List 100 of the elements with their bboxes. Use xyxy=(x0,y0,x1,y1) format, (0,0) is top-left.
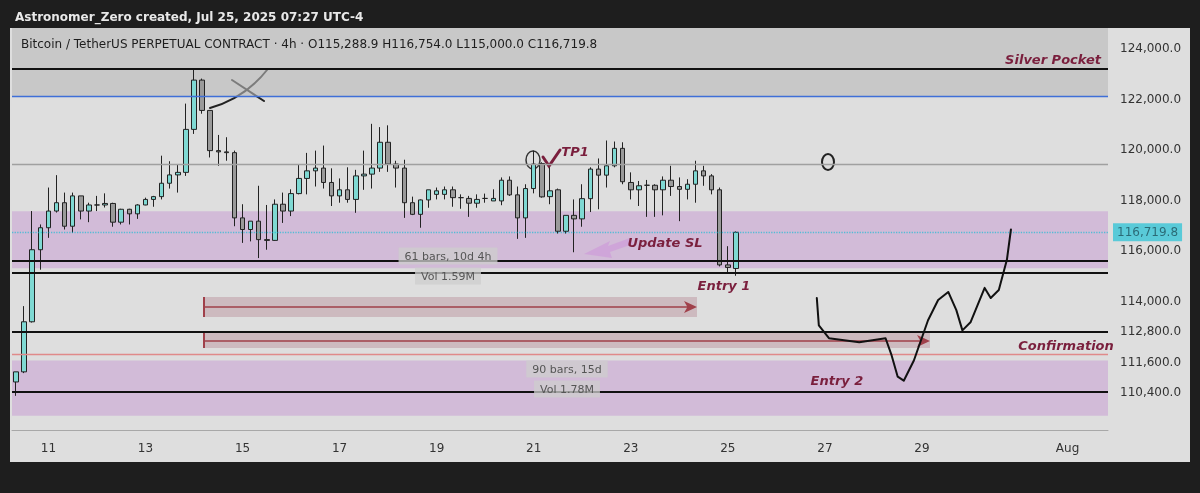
x-tick-label: 19 xyxy=(429,441,445,455)
y-tick-label: 116,000.0 xyxy=(1120,243,1182,258)
candlestick xyxy=(733,230,739,277)
y-tick-label: 122,000.0 xyxy=(1120,91,1182,106)
y-tick-label: 120,000.0 xyxy=(1120,142,1182,157)
y-tick-label: 112,800.0 xyxy=(1120,324,1182,339)
candlestick xyxy=(693,160,698,204)
candlestick xyxy=(369,123,375,190)
candlestick xyxy=(264,204,270,251)
chart-subtitle: Astronomer_Zero created, Jul 25, 2025 07:27 UTC-4 xyxy=(15,10,364,25)
ref-line-label: 116,719.8 xyxy=(1117,225,1179,240)
annotation: Confirmation xyxy=(1018,337,1114,353)
candlestick xyxy=(110,202,116,228)
candlestick xyxy=(199,78,205,115)
candlestick xyxy=(652,183,658,218)
candlestick xyxy=(636,180,642,207)
candlestick xyxy=(143,197,148,206)
candlestick xyxy=(523,183,528,239)
candlestick xyxy=(563,214,569,235)
annotation: 90 bars, 15d xyxy=(532,362,602,376)
candlestick xyxy=(434,187,439,200)
candlestick xyxy=(426,189,431,209)
x-tick-label: 23 xyxy=(623,441,639,455)
candlestick xyxy=(685,178,690,200)
candlestick xyxy=(660,175,666,216)
candlestick xyxy=(709,173,714,195)
candlestick xyxy=(151,195,156,208)
candlestick xyxy=(102,192,108,209)
candlestick xyxy=(588,166,593,213)
candlestick xyxy=(628,171,634,200)
annotation: Vol 1.78M xyxy=(540,382,594,396)
candlestick xyxy=(256,185,261,259)
candlestick xyxy=(515,186,520,240)
candlestick xyxy=(62,192,67,231)
candlestick xyxy=(183,103,189,177)
y-tick-label: 118,000.0 xyxy=(1120,192,1182,207)
annotation: Entry 2 xyxy=(810,372,864,388)
candlestick xyxy=(46,187,51,239)
candlestick xyxy=(175,163,181,194)
candlestick xyxy=(118,208,124,225)
annotation: TP1 xyxy=(561,143,589,159)
candlestick xyxy=(353,169,359,214)
x-tick-label: 25 xyxy=(720,441,736,455)
candlestick xyxy=(159,155,164,200)
text: Bitcoin / TetherUS PERPETUAL CONTRACT · 4h · O115,288.9 H116,754.0 L115,000.0 C116,719.8 xyxy=(21,37,598,51)
candlestick xyxy=(94,195,100,212)
annotation: 61 bars, 10d 4h xyxy=(404,249,492,263)
candlestick xyxy=(677,176,682,222)
y-tick-label: 111,600.0 xyxy=(1120,354,1182,369)
annotation: Entry 1 xyxy=(697,277,751,293)
candlestick xyxy=(78,195,84,220)
candlestick xyxy=(54,174,59,214)
x-tick-label: 21 xyxy=(526,441,542,455)
candlestick xyxy=(296,164,302,195)
candlestick xyxy=(304,152,310,195)
candlestick xyxy=(13,371,19,397)
candlestick xyxy=(604,140,609,189)
candlestick xyxy=(410,196,415,216)
candlestick xyxy=(127,208,132,225)
x-tick-label: 11 xyxy=(40,441,57,455)
candlestick xyxy=(38,223,43,271)
candlestick xyxy=(248,220,253,242)
candlestick xyxy=(717,187,722,267)
candlestick xyxy=(345,166,350,204)
candlestick xyxy=(167,160,172,190)
candlestick xyxy=(240,203,245,244)
candlestick xyxy=(547,166,553,205)
candlestick xyxy=(288,188,294,217)
candlestick xyxy=(499,176,504,206)
candlestick xyxy=(458,193,464,210)
candlestick xyxy=(135,203,140,220)
candlestick xyxy=(482,193,488,204)
candlestick xyxy=(313,150,318,188)
candlestick xyxy=(612,141,617,168)
candlestick xyxy=(644,179,650,218)
candlestick xyxy=(579,183,585,228)
candlestick xyxy=(361,150,367,191)
candlestick xyxy=(474,193,480,209)
candlestick xyxy=(21,305,27,374)
candlestick xyxy=(280,192,286,224)
candlestick xyxy=(224,136,229,162)
candlestick xyxy=(70,192,75,234)
x-tick-label: Aug xyxy=(1055,441,1080,455)
x-tick-label: 29 xyxy=(914,441,930,455)
candlestick xyxy=(555,188,561,235)
candlestick xyxy=(377,126,383,173)
y-tick-label: 110,400.0 xyxy=(1120,385,1182,400)
candlestick xyxy=(491,188,496,202)
candlestick xyxy=(29,210,35,324)
candlestick xyxy=(725,245,731,274)
y-tick-label: 114,000.0 xyxy=(1120,294,1182,309)
band-label: Silver Pocket xyxy=(1005,52,1102,67)
x-tick-label: 15 xyxy=(234,441,251,455)
y-tick-label: 124,000.0 xyxy=(1120,41,1182,56)
annotation: Vol 1.59M xyxy=(421,269,475,283)
candlestick xyxy=(337,177,342,204)
candlestick xyxy=(450,186,456,208)
x-tick-label: 13 xyxy=(137,441,154,455)
candlestick xyxy=(191,67,197,135)
x-tick-label: 27 xyxy=(817,441,833,455)
